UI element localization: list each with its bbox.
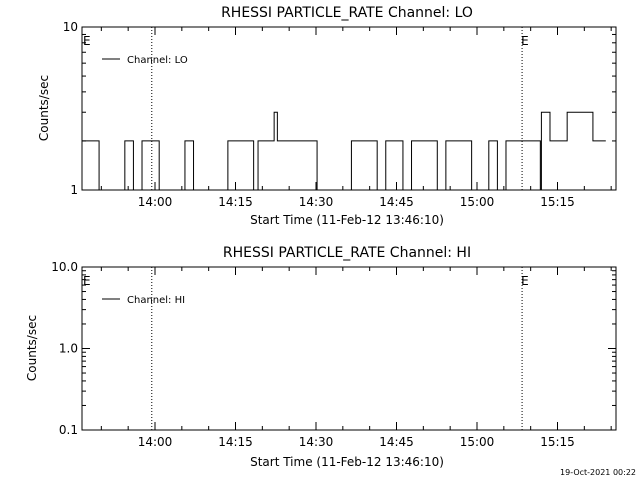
event-marker: E (83, 274, 91, 288)
x-tick-label: 15:00 (460, 195, 495, 209)
series-line (82, 111, 606, 191)
x-tick-label: 14:30 (299, 195, 334, 209)
x-axis-label: Start Time (11-Feb-12 13:46:10) (250, 213, 444, 227)
y-tick-label: 10.0 (51, 260, 78, 274)
x-tick-label: 14:30 (299, 435, 334, 449)
x-tick-label: 14:00 (138, 435, 173, 449)
event-marker: E (521, 34, 529, 48)
y-tick-label: 1 (70, 183, 78, 197)
x-tick-label: 14:00 (138, 195, 173, 209)
y-tick-label: 1.0 (59, 342, 78, 356)
x-tick-label: 14:45 (379, 195, 414, 209)
x-tick-label: 15:15 (540, 195, 575, 209)
y-tick-label: 0.1 (59, 423, 78, 437)
event-marker: E (521, 274, 529, 288)
plot-frame (81, 26, 617, 191)
hi-channel-panel: RHESSI PARTICLE_RATE Channel: HI Counts/… (25, 245, 617, 469)
x-tick-label: 14:15 (218, 435, 253, 449)
y-tick-label: 10 (63, 20, 78, 34)
event-marker: E (83, 34, 91, 48)
chart-title: RHESSI PARTICLE_RATE Channel: HI (223, 245, 471, 261)
footer-timestamp: 19-Oct-2021 00:22 (560, 468, 636, 477)
x-tick-label: 14:45 (379, 435, 414, 449)
legend-label: Channel: HI (127, 295, 185, 306)
x-tick-label: 14:15 (218, 195, 253, 209)
legend-label: Channel: LO (127, 55, 188, 66)
x-tick-label: 15:00 (460, 435, 495, 449)
y-axis-label: Counts/sec (37, 75, 51, 141)
plot-frame (81, 266, 617, 431)
x-axis-label: Start Time (11-Feb-12 13:46:10) (250, 455, 444, 469)
y-axis-label: Counts/sec (25, 315, 39, 381)
chart-title: RHESSI PARTICLE_RATE Channel: LO (221, 5, 473, 21)
x-tick-label: 15:15 (540, 435, 575, 449)
lo-channel-panel: RHESSI PARTICLE_RATE Channel: LO Counts/… (37, 5, 617, 227)
